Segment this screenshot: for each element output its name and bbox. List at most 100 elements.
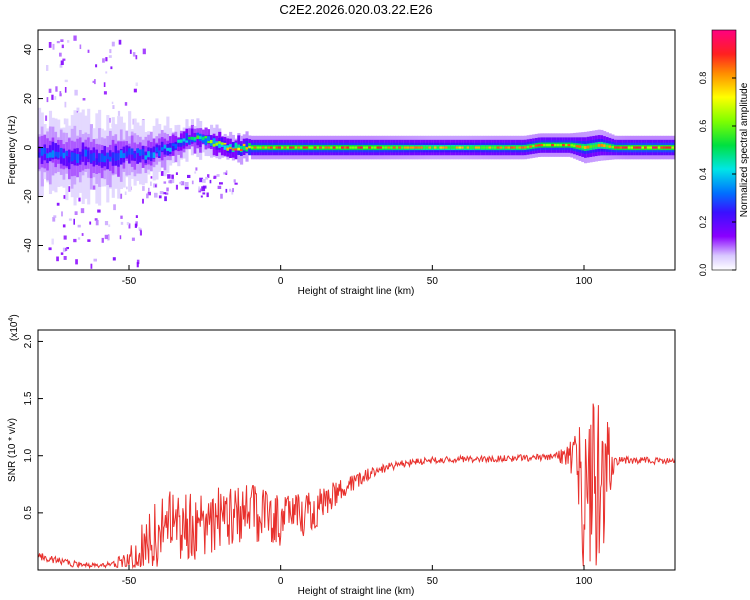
heat-cell bbox=[259, 146, 263, 149]
heat-cell bbox=[40, 147, 44, 156]
heat-cell bbox=[229, 188, 232, 192]
heat-cell bbox=[225, 170, 228, 174]
heat-cell bbox=[225, 172, 228, 175]
heat-cell bbox=[63, 195, 67, 199]
heat-cell bbox=[81, 149, 85, 157]
heat-cell bbox=[120, 221, 124, 225]
heat-cell bbox=[341, 146, 345, 149]
heat-cell bbox=[302, 146, 306, 149]
heat-cell bbox=[163, 144, 167, 149]
heat-cell bbox=[212, 143, 216, 147]
heat-cell bbox=[365, 146, 369, 149]
heat-cell bbox=[261, 146, 265, 149]
heat-cell bbox=[387, 146, 391, 149]
heat-cell bbox=[562, 144, 566, 147]
heat-cell bbox=[152, 152, 156, 158]
heat-cell bbox=[201, 186, 206, 192]
heat-cell bbox=[164, 196, 167, 202]
snr-y-multiplier-suffix: ) bbox=[9, 314, 20, 317]
heat-cell bbox=[65, 247, 68, 251]
heat-cell bbox=[53, 215, 57, 218]
heat-cell bbox=[48, 88, 52, 93]
heat-cell bbox=[68, 156, 72, 163]
heat-cell bbox=[46, 65, 49, 71]
heat-cell bbox=[248, 143, 252, 150]
heat-cell bbox=[60, 39, 64, 42]
heat-cell bbox=[59, 91, 62, 94]
heat-cell bbox=[240, 149, 244, 152]
heat-cell bbox=[184, 186, 189, 190]
heat-cell bbox=[150, 176, 153, 179]
heat-cell bbox=[250, 146, 255, 149]
heat-cell bbox=[66, 247, 69, 250]
heat-cell bbox=[463, 146, 468, 149]
heat-cell bbox=[204, 135, 208, 139]
heat-cell bbox=[188, 137, 192, 145]
heat-cell bbox=[184, 182, 189, 187]
heat-cell bbox=[149, 152, 154, 158]
heat-cell bbox=[134, 223, 137, 228]
heat-cell bbox=[420, 146, 424, 149]
heat-cell bbox=[425, 146, 429, 149]
heat-cell bbox=[485, 146, 489, 149]
heat-cell bbox=[219, 182, 223, 185]
heat-cell bbox=[126, 186, 128, 190]
heat-cell bbox=[581, 145, 585, 149]
heat-cell bbox=[526, 145, 530, 149]
heat-cell bbox=[436, 146, 440, 149]
heat-cell bbox=[100, 153, 104, 162]
x-tick-label: 50 bbox=[427, 276, 439, 287]
heat-cell bbox=[360, 146, 364, 149]
heat-cell bbox=[529, 145, 533, 148]
heat-cell bbox=[125, 151, 129, 157]
colorbar-tick-label: 0.8 bbox=[698, 72, 708, 85]
heat-cell bbox=[308, 146, 312, 149]
heat-cell bbox=[64, 87, 67, 93]
heat-cell bbox=[84, 149, 88, 157]
heat-cell bbox=[158, 150, 162, 157]
colorbar-tick-label: 0.6 bbox=[698, 120, 708, 133]
heat-cell bbox=[543, 144, 547, 147]
snr-frame bbox=[37, 329, 676, 571]
heat-cell bbox=[92, 80, 96, 83]
heat-cell bbox=[77, 237, 81, 240]
heat-cell bbox=[379, 146, 383, 149]
heat-cell bbox=[124, 191, 127, 195]
heat-cell bbox=[48, 42, 52, 48]
heat-cell bbox=[126, 222, 130, 226]
heat-cell bbox=[242, 143, 246, 147]
heat-cell bbox=[409, 146, 413, 149]
heat-cell bbox=[177, 139, 181, 147]
heat-cell bbox=[79, 44, 82, 49]
heat-cell bbox=[187, 174, 191, 178]
heat-cell bbox=[63, 118, 66, 125]
heat-cell bbox=[649, 146, 653, 149]
heat-cell bbox=[142, 48, 146, 55]
heat-cell bbox=[103, 155, 107, 163]
heat-cell bbox=[163, 181, 167, 184]
heat-cell bbox=[144, 155, 148, 160]
heat-cell bbox=[75, 259, 78, 265]
heat-cell bbox=[663, 146, 667, 149]
heat-cell bbox=[417, 146, 421, 149]
heat-cell bbox=[297, 146, 301, 149]
colorbar-tick-label: 0.4 bbox=[698, 168, 708, 181]
heat-cell bbox=[105, 57, 108, 62]
heat-cell bbox=[553, 144, 558, 147]
heat-cell bbox=[275, 146, 279, 149]
heat-cell bbox=[136, 148, 140, 164]
snr-x-label: Height of straight line (km) bbox=[298, 586, 415, 597]
heat-cell bbox=[190, 136, 195, 140]
heat-cell bbox=[414, 146, 418, 149]
heat-cell bbox=[111, 152, 115, 158]
heat-cell bbox=[608, 145, 612, 148]
heat-cell bbox=[38, 152, 42, 158]
x-tick-label: 0 bbox=[278, 276, 284, 287]
heat-cell bbox=[548, 144, 552, 147]
heat-cell bbox=[56, 41, 60, 44]
heat-cell bbox=[225, 188, 228, 193]
heat-cell bbox=[45, 115, 48, 121]
heat-cell bbox=[245, 141, 249, 153]
heat-cell bbox=[286, 146, 290, 149]
heat-cell bbox=[80, 208, 85, 214]
